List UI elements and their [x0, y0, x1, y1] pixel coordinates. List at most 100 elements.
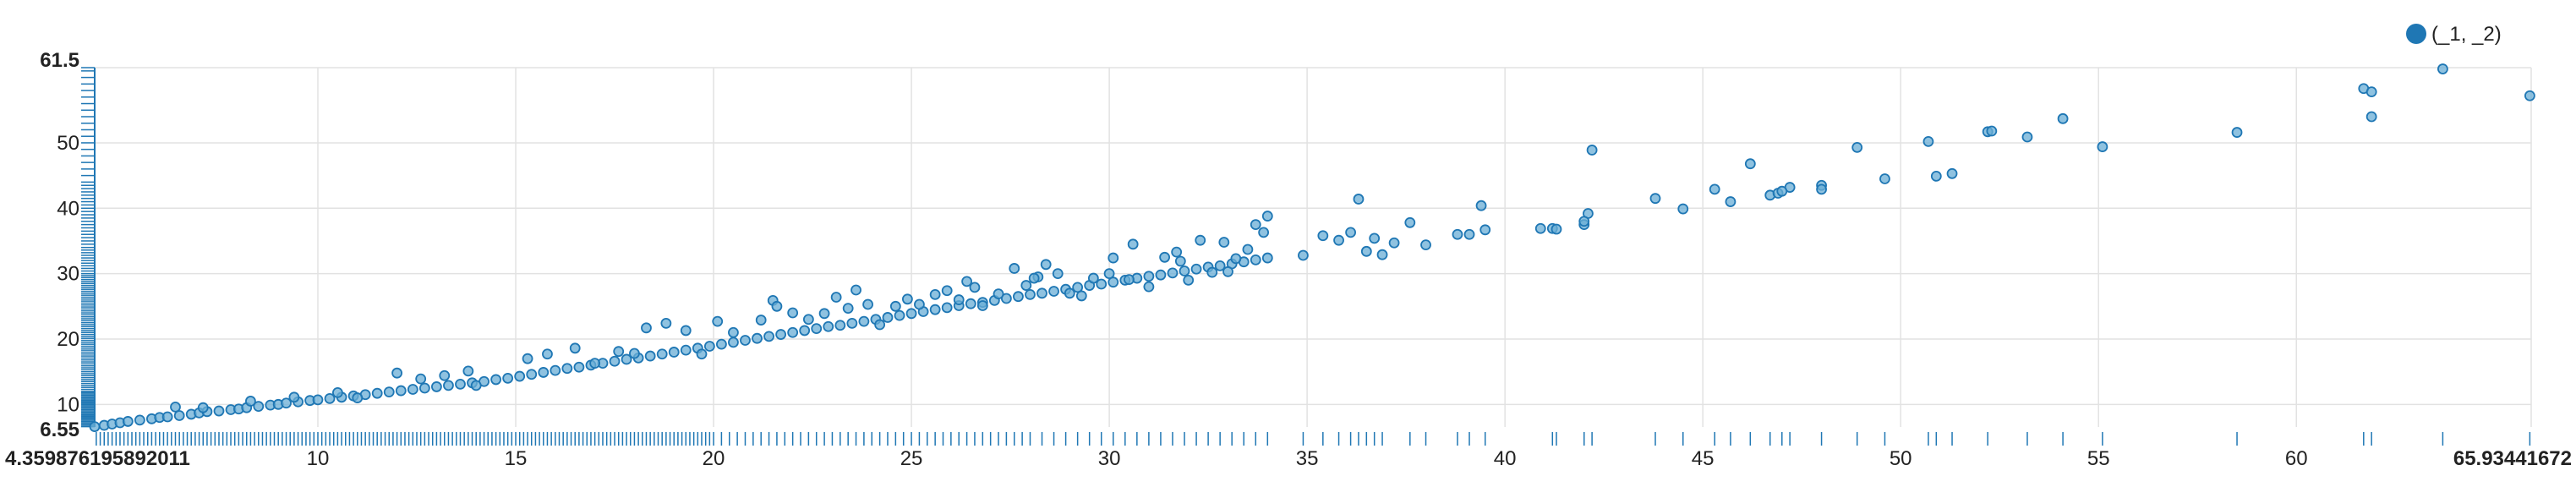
x-tick-label: 10: [307, 447, 330, 470]
data-point: [1261, 252, 1273, 264]
data-point: [2057, 112, 2069, 124]
data-point: [245, 396, 256, 407]
data-point: [1298, 249, 1309, 261]
data-point: [1174, 255, 1186, 267]
data-point: [712, 315, 724, 327]
data-point: [1250, 219, 1261, 231]
data-point: [331, 386, 343, 398]
data-point: [914, 298, 925, 310]
data-point: [1072, 282, 1084, 293]
data-point: [170, 402, 181, 413]
data-point: [858, 315, 870, 327]
data-point: [1230, 253, 1242, 265]
data-point: [621, 353, 632, 365]
data-point: [787, 307, 799, 319]
legend-swatch-icon: [2406, 24, 2426, 44]
data-point: [1075, 290, 1087, 302]
data-point: [696, 348, 708, 360]
data-point: [1190, 263, 1202, 275]
data-point: [1218, 237, 1230, 248]
data-point: [1052, 268, 1064, 280]
data-point: [609, 355, 621, 367]
data-point: [1242, 244, 1254, 255]
data-point: [818, 308, 830, 320]
data-point: [2524, 90, 2535, 101]
data-point: [407, 384, 418, 395]
data-point: [2365, 111, 2377, 123]
data-point: [1551, 223, 1562, 235]
data-point: [2097, 141, 2108, 152]
data-point: [799, 325, 811, 337]
data-point: [418, 382, 430, 394]
data-point: [1930, 170, 1942, 182]
data-point: [1020, 280, 1032, 291]
data-point: [122, 416, 134, 427]
data-point: [1028, 272, 1040, 284]
data-point: [1744, 158, 1756, 170]
data-point: [431, 381, 442, 392]
data-point: [1725, 196, 1736, 207]
legend: (_1, _2): [2406, 23, 2502, 46]
data-point: [462, 365, 474, 377]
data-point: [846, 318, 858, 329]
data-point: [1463, 228, 1475, 240]
y-tick-labels: 10 20 30 40 50: [57, 132, 79, 416]
data-point: [1048, 286, 1059, 297]
data-point: [1578, 216, 1590, 227]
data-point: [573, 361, 585, 373]
data-point: [1816, 183, 1827, 195]
data-point: [1250, 254, 1261, 265]
data-point: [589, 358, 601, 369]
data-point: [613, 346, 625, 358]
data-point: [502, 372, 514, 384]
data-point: [1420, 239, 1431, 250]
data-point: [253, 401, 265, 413]
data-point: [680, 325, 692, 337]
x-tick-label: 45: [1692, 447, 1715, 470]
data-point: [993, 288, 1004, 300]
data-point: [1388, 237, 1400, 249]
y-max-label: 61.5: [40, 49, 79, 72]
x-tick-label: 30: [1098, 447, 1121, 470]
data-point: [1317, 230, 1329, 242]
data-point: [1586, 145, 1598, 156]
data-point: [1040, 259, 1052, 271]
data-point: [929, 304, 941, 315]
data-point: [1222, 265, 1233, 277]
data-point: [1143, 271, 1155, 282]
data-point: [173, 410, 185, 421]
data-point: [1155, 269, 1167, 281]
data-point: [312, 394, 324, 406]
data-point: [1261, 211, 1273, 222]
data-point: [1183, 274, 1195, 286]
data-point: [1479, 224, 1491, 236]
data-point: [1709, 183, 1720, 195]
data-point: [629, 348, 640, 359]
data-point: [1851, 141, 1863, 153]
data-point: [1167, 267, 1179, 279]
data-point: [1369, 233, 1381, 244]
data-point: [514, 370, 526, 382]
data-point: [522, 353, 533, 364]
data-point: [213, 405, 225, 417]
data-point: [1206, 266, 1218, 278]
data-point: [830, 292, 842, 303]
data-point: [1127, 238, 1139, 250]
data-point: [1103, 268, 1115, 280]
data-point: [811, 323, 823, 334]
data-point: [1475, 200, 1487, 211]
data-point: [842, 303, 854, 315]
data-point: [771, 300, 783, 312]
data-point: [352, 392, 364, 403]
data-point: [850, 284, 861, 296]
data-point: [1179, 265, 1190, 276]
data-point: [787, 326, 799, 338]
data-point: [668, 347, 680, 358]
data-point: [644, 350, 656, 362]
data-point: [641, 322, 652, 334]
data-point: [1124, 274, 1135, 285]
data-point: [680, 344, 692, 356]
data-point: [929, 288, 941, 300]
data-point: [415, 373, 427, 385]
data-point: [569, 342, 581, 354]
